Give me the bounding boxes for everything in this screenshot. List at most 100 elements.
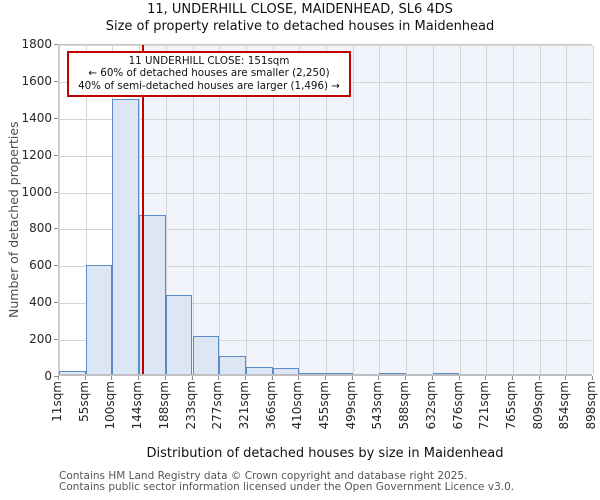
x-tick-mark — [271, 376, 273, 380]
gridline-vertical — [379, 45, 381, 374]
chart-title: 11, UNDERHILL CLOSE, MAIDENHEAD, SL6 4DS — [147, 2, 453, 17]
gridline-vertical — [459, 45, 461, 374]
x-tick-mark — [138, 376, 140, 380]
x-tick-label: 632sqm — [423, 381, 438, 430]
histogram-bar — [326, 372, 353, 374]
annotation-line-2: ← 60% of detached houses are smaller (2,… — [88, 67, 330, 80]
gridline-horizontal — [59, 303, 591, 305]
x-tick-label: 11sqm — [50, 381, 64, 422]
x-tick-mark — [298, 376, 300, 380]
footer-line-1: Contains HM Land Registry data © Crown c… — [59, 470, 468, 482]
x-tick-mark — [538, 376, 540, 380]
gridline-vertical — [219, 45, 221, 374]
annotation-line-1: 11 UNDERHILL CLOSE: 151sqm — [128, 55, 290, 67]
x-tick-label: 366sqm — [263, 381, 278, 430]
gridline-horizontal — [59, 229, 591, 231]
x-tick-mark — [351, 376, 353, 380]
gridline-vertical — [566, 45, 568, 374]
gridline-vertical — [245, 45, 247, 374]
gridline-vertical — [299, 45, 301, 374]
x-tick-label: 321sqm — [236, 381, 251, 430]
x-tick-mark — [164, 376, 166, 380]
annotation-line-3: 40% of semi-detached houses are larger (… — [78, 79, 340, 92]
y-tick-mark — [54, 302, 58, 304]
histogram-bar — [219, 355, 246, 374]
x-tick-label: 277sqm — [210, 381, 225, 430]
histogram-bar — [379, 372, 407, 374]
annotation-box: 11 UNDERHILL CLOSE: 151sqm ← 60% of deta… — [67, 51, 351, 97]
y-tick-mark — [54, 117, 58, 119]
footer-line-2: Contains public sector information licen… — [59, 481, 515, 493]
gridline-vertical — [432, 45, 434, 374]
x-tick-label: 543sqm — [370, 381, 385, 430]
gridline-horizontal — [59, 118, 591, 120]
y-tick-label: 800 — [29, 221, 52, 236]
x-tick-label: 765sqm — [503, 381, 518, 430]
chart-subtitle: Size of property relative to detached ho… — [105, 19, 495, 34]
x-tick-mark — [592, 376, 593, 380]
y-tick-label: 400 — [29, 295, 52, 310]
y-tick-mark — [54, 80, 58, 82]
y-tick-mark — [54, 339, 58, 341]
x-tick-label: 410sqm — [290, 381, 305, 430]
histogram-bar — [272, 368, 300, 374]
y-tick-mark — [54, 44, 58, 45]
larger-properties-shade-region — [143, 45, 593, 374]
y-tick-mark — [54, 191, 58, 193]
x-tick-label: 144sqm — [130, 381, 145, 430]
y-tick-label: 200 — [29, 332, 52, 347]
x-tick-label: 455sqm — [317, 381, 331, 430]
gridline-vertical — [85, 45, 87, 374]
x-tick-mark — [458, 376, 460, 380]
y-tick-label: 1200 — [21, 147, 52, 162]
x-tick-label: 188sqm — [156, 381, 171, 430]
gridline-vertical — [165, 45, 167, 374]
x-tick-label: 721sqm — [477, 381, 492, 430]
x-tick-label: 233sqm — [183, 381, 198, 430]
y-tick-label: 600 — [29, 258, 52, 273]
x-tick-label: 55sqm — [76, 381, 91, 422]
x-tick-label: 809sqm — [530, 381, 545, 430]
x-tick-mark — [431, 376, 433, 380]
y-tick-label: 1400 — [21, 110, 52, 125]
x-tick-mark — [58, 376, 59, 380]
gridline-horizontal — [59, 266, 591, 268]
x-axis-label: Distribution of detached houses by size … — [146, 446, 504, 461]
x-tick-label: 100sqm — [103, 381, 118, 430]
y-tick-mark — [54, 265, 58, 267]
x-tick-label: 854sqm — [557, 381, 572, 430]
gridline-vertical — [539, 45, 541, 374]
histogram-bar — [165, 294, 193, 374]
histogram-bar — [85, 265, 113, 374]
y-tick-label: 1600 — [21, 73, 52, 88]
gridline-vertical — [406, 45, 408, 374]
y-tick-mark — [54, 228, 58, 230]
gridline-vertical — [593, 45, 594, 374]
y-tick-mark — [54, 376, 58, 377]
y-tick-label: 1000 — [21, 184, 52, 199]
x-tick-label: 499sqm — [343, 381, 358, 430]
gridline-vertical — [192, 45, 194, 374]
x-tick-mark — [84, 376, 86, 380]
histogram-bar — [192, 336, 220, 374]
gridline-vertical — [139, 45, 141, 374]
gridline-vertical — [59, 45, 60, 374]
y-tick-label: 0 — [44, 369, 52, 383]
histogram-bar — [112, 99, 140, 374]
gridline-horizontal — [59, 192, 591, 194]
gridline-horizontal — [59, 340, 591, 342]
x-tick-mark — [191, 376, 193, 380]
x-tick-label: 588sqm — [397, 381, 412, 430]
x-tick-mark — [511, 376, 513, 380]
histogram-bar — [59, 371, 86, 374]
x-tick-label: 898sqm — [584, 381, 598, 430]
gridline-vertical — [326, 45, 327, 374]
x-tick-mark — [485, 376, 487, 380]
x-tick-label: 676sqm — [450, 381, 465, 430]
x-tick-mark — [111, 376, 113, 380]
x-tick-mark — [378, 376, 380, 380]
histogram-bar — [432, 372, 460, 374]
y-tick-mark — [54, 154, 58, 156]
x-tick-mark — [218, 376, 220, 380]
